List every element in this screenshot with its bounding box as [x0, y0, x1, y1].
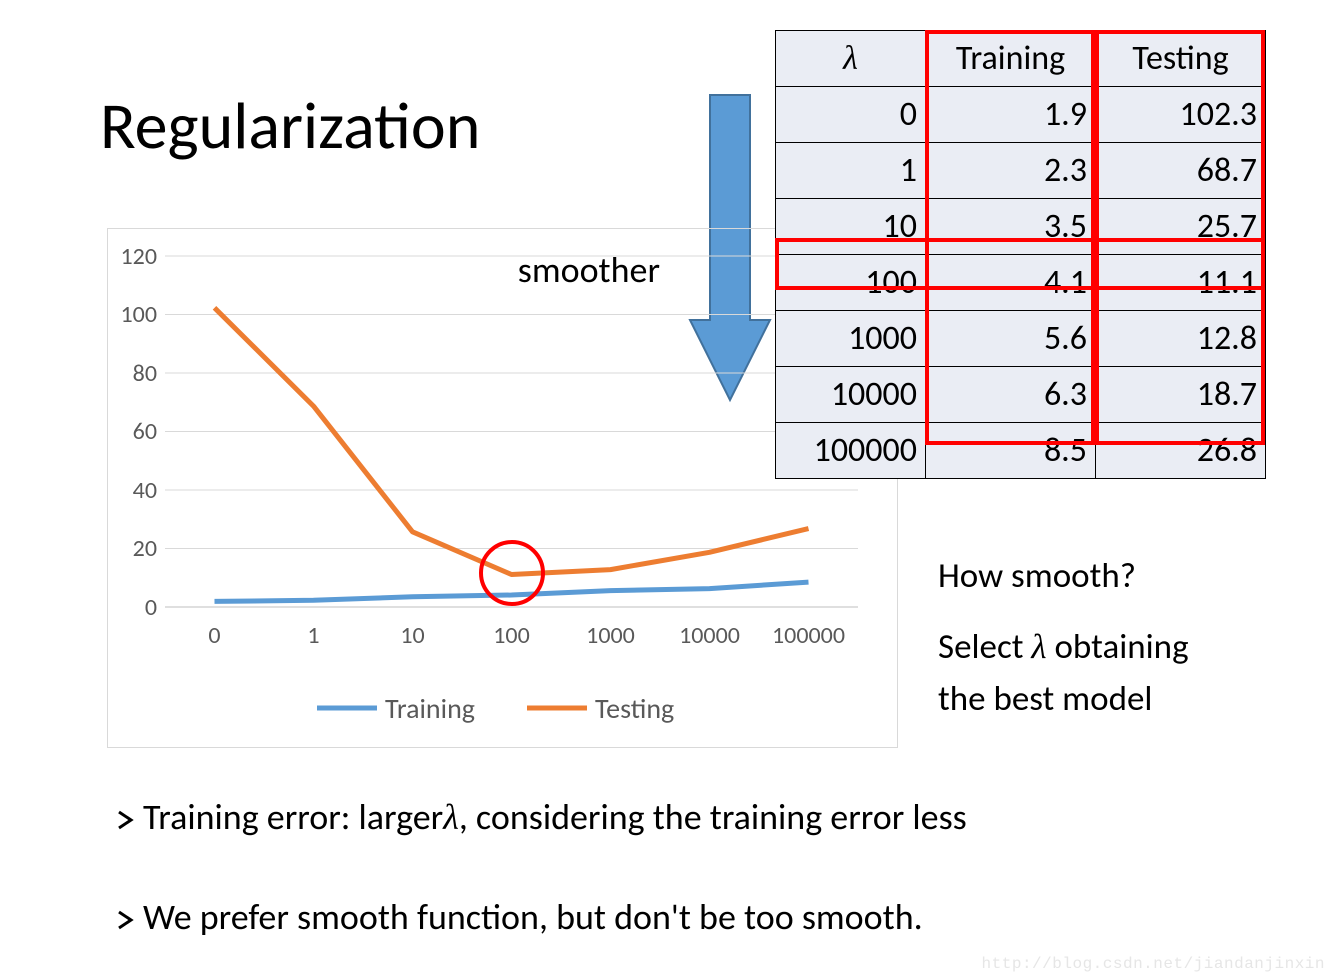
- ytick-120: 120: [121, 242, 158, 271]
- xtick-1: 1: [307, 621, 319, 650]
- table-row: 10005.612.8: [776, 311, 1266, 367]
- xtick-100000: 100000: [772, 621, 845, 650]
- data-table: λ Training Testing 01.9102.3 12.368.7 10…: [775, 30, 1266, 479]
- table-row: 12.368.7: [776, 143, 1266, 199]
- rpara-line1: How smooth?: [938, 550, 1318, 603]
- legend-testing-label: Testing: [595, 691, 674, 726]
- ytick-40: 40: [133, 476, 157, 505]
- xtick-1000: 1000: [586, 621, 635, 650]
- ytick-20: 20: [133, 534, 157, 563]
- bullet-2: We prefer smooth function, but don't be …: [115, 895, 923, 939]
- data-table-wrap: λ Training Testing 01.9102.3 12.368.7 10…: [775, 30, 1266, 479]
- slide: Regularization smoother 120 100 80 60 40…: [0, 0, 1331, 977]
- chevron-icon: [115, 795, 137, 839]
- table-header-row: λ Training Testing: [776, 31, 1266, 87]
- bullet-1: Training error: largerλ, considering the…: [115, 795, 967, 839]
- watermark: http://blog.csdn.net/jiandanjinxin: [982, 955, 1325, 973]
- xtick-10: 10: [400, 621, 424, 650]
- page-title: Regularization: [100, 85, 480, 166]
- xtick-0: 0: [208, 621, 220, 650]
- xtick-100: 100: [493, 621, 530, 650]
- table-row: 01.9102.3: [776, 87, 1266, 143]
- chevron-icon: [115, 895, 137, 939]
- th-testing: Testing: [1096, 31, 1266, 87]
- ytick-80: 80: [133, 359, 157, 388]
- th-lambda: λ: [776, 31, 926, 87]
- table-row: 103.525.7: [776, 199, 1266, 255]
- th-training: Training: [926, 31, 1096, 87]
- ytick-0: 0: [145, 593, 157, 622]
- best-lambda-circle: [479, 540, 545, 606]
- right-paragraph: How smooth? Select λ obtaining the best …: [938, 550, 1318, 726]
- table-row: 1000008.526.8: [776, 423, 1266, 479]
- table-row: 1004.111.1: [776, 255, 1266, 311]
- ytick-60: 60: [133, 417, 157, 446]
- rpara-line3: the best model: [938, 673, 1318, 726]
- xtick-10000: 10000: [679, 621, 740, 650]
- ytick-100: 100: [121, 300, 158, 329]
- legend-training-label: Training: [385, 691, 475, 726]
- legend: Training Testing: [317, 691, 674, 726]
- rpara-line2: Select λ obtaining: [938, 621, 1318, 674]
- series-testing: [215, 308, 809, 575]
- table-row: 100006.318.7: [776, 367, 1266, 423]
